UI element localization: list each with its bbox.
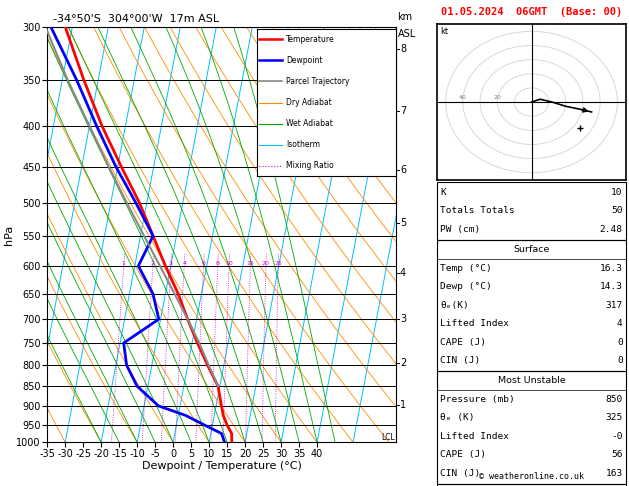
Text: CIN (J): CIN (J): [440, 356, 481, 365]
Text: 20: 20: [493, 95, 501, 100]
Text: 8: 8: [216, 261, 220, 266]
Text: 40: 40: [459, 95, 467, 100]
Text: CAPE (J): CAPE (J): [440, 451, 486, 459]
Text: 1: 1: [122, 261, 126, 266]
Text: 163: 163: [606, 469, 623, 478]
Text: 3: 3: [400, 314, 406, 324]
Text: Surface: Surface: [513, 245, 550, 254]
Y-axis label: hPa: hPa: [4, 225, 14, 244]
Text: 325: 325: [606, 414, 623, 422]
Text: Lifted Index: Lifted Index: [440, 319, 509, 328]
Text: Totals Totals: Totals Totals: [440, 207, 515, 215]
Text: © weatheronline.co.uk: © weatheronline.co.uk: [479, 472, 584, 481]
Text: 4: 4: [617, 319, 623, 328]
Text: 2: 2: [151, 261, 155, 266]
Text: 20: 20: [262, 261, 270, 266]
Text: -34°50'S  304°00'W  17m ASL: -34°50'S 304°00'W 17m ASL: [53, 14, 220, 24]
Text: 16.3: 16.3: [599, 264, 623, 273]
Text: Isotherm: Isotherm: [286, 140, 320, 149]
Text: 4: 4: [400, 268, 406, 278]
Text: 1: 1: [400, 400, 406, 410]
Text: 317: 317: [606, 301, 623, 310]
Text: 8: 8: [400, 44, 406, 54]
Text: 50: 50: [611, 207, 623, 215]
Text: CAPE (J): CAPE (J): [440, 338, 486, 347]
Text: 0: 0: [617, 338, 623, 347]
Text: Temp (°C): Temp (°C): [440, 264, 492, 273]
Text: 01.05.2024  06GMT  (Base: 00): 01.05.2024 06GMT (Base: 00): [441, 7, 622, 17]
Text: 0: 0: [617, 356, 623, 365]
Text: θₑ (K): θₑ (K): [440, 414, 475, 422]
Text: 56: 56: [611, 451, 623, 459]
Text: Wet Adiabat: Wet Adiabat: [286, 119, 333, 128]
Text: 3: 3: [169, 261, 173, 266]
Text: 5: 5: [400, 218, 406, 228]
Text: ASL: ASL: [398, 29, 416, 39]
Text: PW (cm): PW (cm): [440, 225, 481, 234]
Text: θₑ(K): θₑ(K): [440, 301, 469, 310]
Text: CIN (J): CIN (J): [440, 469, 481, 478]
Text: K: K: [440, 188, 446, 197]
Text: Dewpoint: Dewpoint: [286, 56, 323, 65]
Text: 10: 10: [611, 188, 623, 197]
Text: -0: -0: [611, 432, 623, 441]
Text: LCL: LCL: [381, 433, 395, 442]
Text: Parcel Trajectory: Parcel Trajectory: [286, 77, 350, 86]
Text: kt: kt: [440, 27, 448, 36]
Text: km: km: [398, 12, 413, 22]
Text: 2: 2: [400, 358, 406, 368]
Text: 10: 10: [225, 261, 233, 266]
Text: 15: 15: [247, 261, 254, 266]
Text: 6: 6: [400, 165, 406, 175]
Text: Dewp (°C): Dewp (°C): [440, 282, 492, 291]
Text: 6: 6: [202, 261, 206, 266]
Text: 4: 4: [182, 261, 186, 266]
X-axis label: Dewpoint / Temperature (°C): Dewpoint / Temperature (°C): [142, 461, 302, 471]
Text: Most Unstable: Most Unstable: [498, 377, 565, 385]
Text: 7: 7: [400, 106, 406, 116]
Text: Pressure (mb): Pressure (mb): [440, 395, 515, 404]
Text: 14.3: 14.3: [599, 282, 623, 291]
Text: 25: 25: [274, 261, 282, 266]
Text: Temperature: Temperature: [286, 35, 335, 44]
Text: Mixing Ratio: Mixing Ratio: [286, 161, 334, 170]
Text: 850: 850: [606, 395, 623, 404]
Text: Lifted Index: Lifted Index: [440, 432, 509, 441]
Text: 2.48: 2.48: [599, 225, 623, 234]
Text: Dry Adiabat: Dry Adiabat: [286, 98, 331, 107]
